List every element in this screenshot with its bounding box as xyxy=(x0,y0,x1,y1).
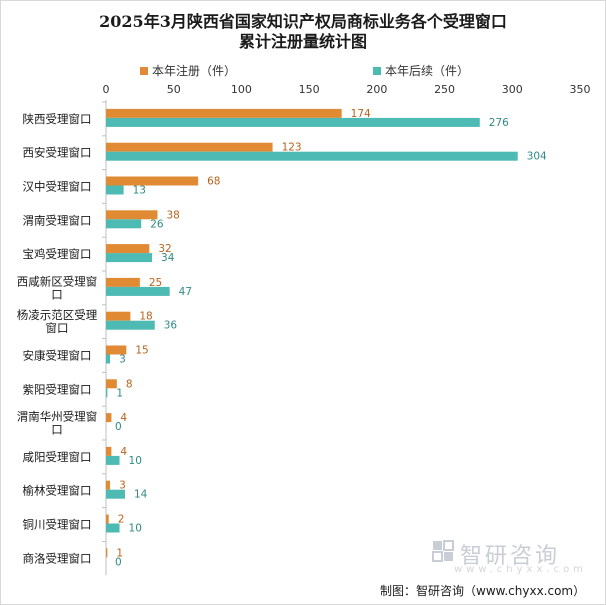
bar-follow-ups xyxy=(106,320,155,330)
category-label: 口 xyxy=(51,287,63,301)
bar-follow-ups xyxy=(106,117,480,127)
source-credit: 制图：智研咨询（www.chyxx.com） xyxy=(380,584,586,598)
category-label: 咸阳受理窗口 xyxy=(23,450,92,464)
data-label: 26 xyxy=(150,218,164,230)
data-label: 18 xyxy=(139,311,152,323)
data-label: 47 xyxy=(179,286,192,298)
category-label: 榆林受理窗口 xyxy=(23,484,92,498)
bar-registrations xyxy=(106,142,273,152)
bar-registrations xyxy=(106,514,109,524)
category-label: 西安受理窗口 xyxy=(23,146,92,160)
category-label: 杨凌示范区受理 xyxy=(17,308,98,322)
data-label: 68 xyxy=(207,176,220,188)
category-label: 安康受理窗口 xyxy=(23,349,92,363)
bar-registrations xyxy=(106,108,342,118)
x-tick-label: 0 xyxy=(103,83,110,96)
data-label: 15 xyxy=(135,345,148,357)
x-tick-label: 300 xyxy=(502,83,523,96)
category-label: 口 xyxy=(51,423,63,437)
category-label: 汉中受理窗口 xyxy=(23,180,92,194)
bar-registrations xyxy=(106,446,112,456)
category-label: 西咸新区受理窗 xyxy=(17,274,98,288)
watermark-url: www.chyxx.com xyxy=(454,564,587,575)
bar-follow-ups xyxy=(106,489,125,499)
category-label: 渭南受理窗口 xyxy=(23,213,92,227)
data-label: 276 xyxy=(489,117,509,129)
bar-follow-ups xyxy=(106,354,111,364)
data-label: 36 xyxy=(164,320,178,332)
category-label: 宝鸡受理窗口 xyxy=(23,247,92,261)
legend-item-follow-ups: 本年后续（件） xyxy=(373,62,469,79)
x-tick-label: 100 xyxy=(231,83,252,96)
data-label: 3 xyxy=(119,480,126,492)
data-label: 32 xyxy=(158,243,171,255)
data-label: 123 xyxy=(282,142,302,154)
category-label: 窗口 xyxy=(46,321,69,335)
data-label: 0 xyxy=(115,421,122,433)
bar-registrations xyxy=(106,548,108,558)
data-label: 2 xyxy=(118,514,125,526)
data-label: 174 xyxy=(351,108,371,120)
legend-label-registrations: 本年注册（件） xyxy=(152,64,237,78)
x-tick-label: 200 xyxy=(366,83,387,96)
legend-item-registrations: 本年注册（件） xyxy=(140,62,236,79)
category-label: 商洛受理窗口 xyxy=(23,551,92,565)
x-tick-label: 150 xyxy=(299,83,320,96)
bar-registrations xyxy=(106,244,150,254)
data-label: 1 xyxy=(116,547,123,559)
bar-registrations xyxy=(106,345,127,355)
data-label: 1 xyxy=(116,387,123,399)
bar-registrations xyxy=(106,413,112,423)
bar-registrations xyxy=(106,277,140,287)
data-label: 25 xyxy=(149,277,162,289)
bar-registrations xyxy=(106,210,158,220)
x-tick-label: 50 xyxy=(167,83,181,96)
bar-registrations xyxy=(106,176,199,186)
bar-follow-ups xyxy=(106,388,108,398)
bar-follow-ups xyxy=(106,151,518,161)
data-label: 38 xyxy=(166,209,179,221)
bar-follow-ups xyxy=(106,286,170,296)
data-label: 4 xyxy=(120,446,127,458)
data-label: 10 xyxy=(129,523,142,535)
chart-title-line2: 累计注册量统计图 xyxy=(238,32,367,51)
legend-swatch-registrations xyxy=(140,66,148,75)
category-label: 陕西受理窗口 xyxy=(23,112,92,126)
bar-registrations xyxy=(106,480,111,490)
bar-follow-ups xyxy=(106,455,120,465)
data-label: 0 xyxy=(115,556,122,568)
x-tick-label: 350 xyxy=(570,83,591,96)
category-label: 渭南华州受理窗 xyxy=(17,410,98,424)
chart-title-line1: 2025年3月陕西省国家知识产权局商标业务各个受理窗口 xyxy=(99,12,507,31)
data-label: 8 xyxy=(126,378,133,390)
category-label: 铜川受理窗口 xyxy=(23,518,92,532)
data-label: 304 xyxy=(527,151,547,163)
data-label: 34 xyxy=(161,252,175,264)
data-label: 3 xyxy=(119,354,126,366)
bar-follow-ups xyxy=(106,185,124,195)
data-label: 10 xyxy=(129,455,142,467)
bar-follow-ups xyxy=(106,253,153,263)
x-tick-label: 250 xyxy=(434,83,455,96)
bar-registrations xyxy=(106,311,131,321)
bar-registrations xyxy=(106,379,117,389)
data-label: 4 xyxy=(120,412,127,424)
watermark-text: 智研咨询 xyxy=(460,544,561,569)
legend-swatch-follow-ups xyxy=(373,66,381,75)
category-label: 紫阳受理窗口 xyxy=(23,382,92,396)
bar-follow-ups xyxy=(106,219,142,229)
bar-follow-ups xyxy=(106,523,120,533)
legend-label-follow-ups: 本年后续（件） xyxy=(385,64,470,78)
watermark-logo-icon xyxy=(432,540,454,562)
data-label: 13 xyxy=(133,185,146,197)
data-label: 14 xyxy=(134,489,148,501)
